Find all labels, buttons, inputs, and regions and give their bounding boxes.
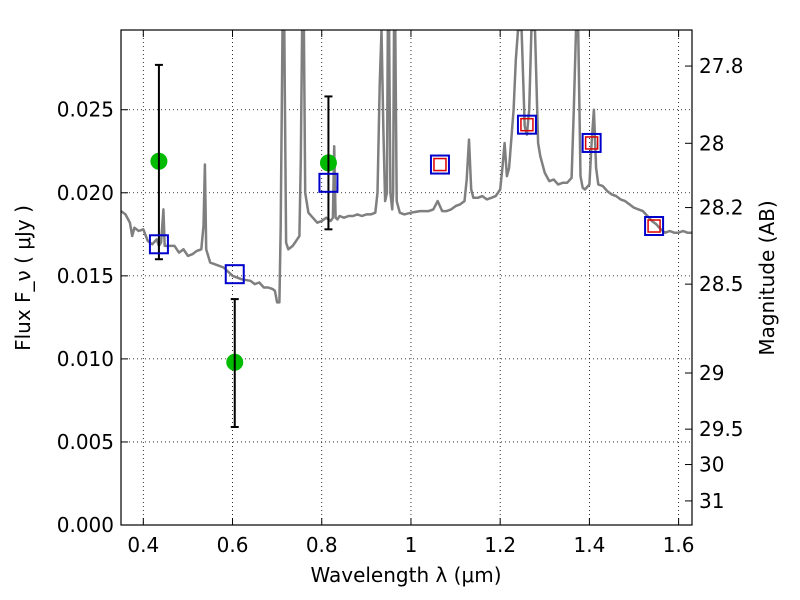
red-square-marker [647,219,661,233]
model-square-marker [224,264,245,285]
x-tick-label: 1.2 [484,533,516,557]
x-tick-label: 0.4 [127,533,159,557]
x-tick-label: 1 [405,533,418,557]
y-tick-label: 0.015 [57,264,114,288]
spectrum-line [121,30,692,304]
y-tick-label: 0.005 [57,430,114,454]
y-axis-label: Flux F_ν ( μJy ) [11,205,35,351]
right-tick-label: 29 [699,361,724,385]
y-tick-label: 0.000 [57,513,114,537]
right-tick-label: 29.5 [699,417,744,441]
red-square-marker [520,117,534,132]
plot-background [121,30,692,525]
model-square-marker [644,216,665,237]
right-tick-label: 28.2 [699,196,744,220]
y-tick-label: 0.020 [57,181,114,205]
right-tick-label: 30 [699,453,724,477]
y-tick-label: 0.010 [57,347,114,371]
x-tick-label: 0.8 [306,533,338,557]
right-tick-label: 28 [699,131,724,155]
model-square-marker [148,234,169,255]
red-square-marker [584,136,599,150]
x-tick-label: 0.6 [217,533,249,557]
x-tick-label: 1.4 [573,533,605,557]
x-axis-label: Wavelength λ (μm) [310,563,501,587]
right-tick-label: 28.5 [699,272,744,296]
right-tick-label: 31 [699,489,724,513]
grid-lines [121,30,692,526]
plot-area [121,30,692,428]
model-square-marker [429,154,450,175]
model-square-marker [581,132,602,153]
right-tick-label: 27.8 [699,54,744,78]
model-square-marker [516,114,537,135]
x-tick-label: 1.6 [663,533,695,557]
y-tick-label: 0.025 [57,98,114,122]
y-axis-label-right: Magnitude (AB) [755,200,779,355]
red-square-marker [433,157,447,172]
model-square-marker [318,172,339,193]
plot-frame [120,29,693,526]
axis-ticks: 0.4 0.6 0.8 1 1.2 1.4 1.6 0.000 0.005 0.010 0.015 0… [57,30,744,557]
